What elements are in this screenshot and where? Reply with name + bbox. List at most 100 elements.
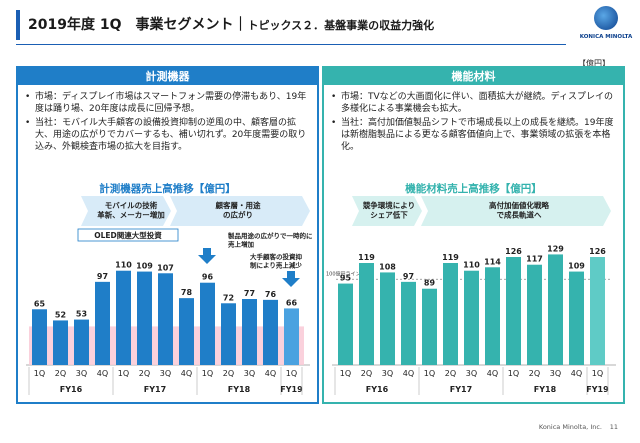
unit-label: 【億円】 <box>578 59 610 68</box>
tick-label: 4Q <box>181 369 192 378</box>
bar <box>485 267 500 365</box>
tick-label: 2Q <box>529 369 540 378</box>
bar <box>527 264 542 365</box>
bar <box>95 281 110 365</box>
tick-label: 1Q <box>202 369 213 378</box>
tick-label: 1Q <box>286 369 297 378</box>
data-label: 110 <box>115 261 132 270</box>
group-label: FY17 <box>450 385 472 394</box>
bar <box>548 254 563 365</box>
callout-text: 革新、メーカー増加 <box>97 210 165 220</box>
callout-text: 制により売上減少 <box>250 261 302 270</box>
bar <box>221 303 236 365</box>
callout-chevron <box>352 196 422 226</box>
bar <box>116 270 131 365</box>
bullet-company: 当社：モバイル大手顧客の設備投資抑制の逆風の中、顧客層の拡大、用途の広がりでカバ… <box>24 117 312 153</box>
bullet-company: 当社：高付加価値製品シフトで市場成長以上の成長を継続。19年度は新樹脂製品による… <box>330 117 618 153</box>
globe-logo-icon <box>594 6 618 30</box>
data-label: 89 <box>424 279 436 288</box>
bullet-list: 市場：TVなどの大画面化に伴い、面積拡大が継続。ディスプレイの多様化による事業機… <box>330 91 618 155</box>
bullet-list: 市場：ディスプレイ市場はスマートフォン需要の停滞もあり、19年度は踊り場、20年… <box>24 91 312 155</box>
callout-chevron <box>421 196 611 226</box>
bar <box>284 308 299 365</box>
group-label: FY19 <box>586 385 609 394</box>
page-title: 2019年度 1Q 事業セグメント｜トピックス２．基盤事業の収益力強化 <box>28 14 434 34</box>
tick-label: 3Q <box>550 369 561 378</box>
bar <box>338 283 353 365</box>
callout-text: OLED関連大型投資 <box>94 230 162 240</box>
panel-measuring-instruments: 計測機器 市場：ディスプレイ市場はスマートフォン需要の停滞もあり、19年度は踊り… <box>16 66 319 404</box>
data-label: 78 <box>181 288 193 297</box>
data-label: 114 <box>484 257 501 266</box>
chart-title: 計測機器売上高推移【億円】 <box>99 183 236 195</box>
data-label: 117 <box>526 255 543 264</box>
bar <box>137 271 152 365</box>
data-label: 109 <box>136 262 153 271</box>
down-arrow-icon <box>282 271 300 287</box>
callout-text: 大手顧客の投資抑 <box>250 252 303 261</box>
bar <box>401 281 416 365</box>
data-label: 66 <box>286 298 298 307</box>
bar <box>380 272 395 365</box>
tick-label: 1Q <box>424 369 435 378</box>
bar <box>443 263 458 365</box>
footer-company: Konica Minolta, Inc. <box>538 423 602 431</box>
group-label: FY17 <box>144 385 166 394</box>
bar <box>200 282 215 365</box>
callout-text: シェア低下 <box>370 210 408 220</box>
data-label: 52 <box>55 310 66 319</box>
page-number: 11 <box>609 423 618 431</box>
data-label: 65 <box>34 299 46 308</box>
data-label: 72 <box>223 293 234 302</box>
bar <box>74 319 89 365</box>
bar <box>506 257 521 365</box>
bar <box>242 299 257 365</box>
group-label: FY18 <box>534 385 557 394</box>
data-label: 109 <box>568 262 585 271</box>
data-label: 107 <box>157 263 174 272</box>
callout-text: の広がり <box>223 210 253 220</box>
data-label: 95 <box>340 274 352 283</box>
panel-heading: 機能材料 <box>324 68 623 85</box>
bar <box>464 270 479 365</box>
tick-label: 3Q <box>160 369 171 378</box>
callout-text: 高付加価値化戦略 <box>489 200 549 210</box>
data-label: 126 <box>505 247 522 256</box>
bar <box>590 257 605 365</box>
group-label: FY19 <box>280 385 303 394</box>
data-label: 53 <box>76 310 87 319</box>
group-label: FY16 <box>60 385 83 394</box>
tick-label: 1Q <box>508 369 519 378</box>
bar <box>422 288 437 365</box>
tick-label: 4Q <box>265 369 276 378</box>
bar <box>53 320 68 365</box>
callout-text: モバイルの技術 <box>105 200 158 210</box>
data-label: 129 <box>547 244 564 253</box>
callout-text: で成長軌道へ <box>497 210 542 220</box>
tick-label: 1Q <box>118 369 129 378</box>
tick-label: 1Q <box>592 369 603 378</box>
panel-functional-materials: 機能材料 市場：TVなどの大画面化に伴い、面積拡大が継続。ディスプレイの多様化に… <box>322 66 625 404</box>
tick-label: 3Q <box>76 369 87 378</box>
data-label: 126 <box>589 247 606 256</box>
bar <box>158 273 173 365</box>
data-label: 119 <box>358 253 375 262</box>
callout-chevron <box>170 196 310 226</box>
data-label: 97 <box>403 272 414 281</box>
data-label: 110 <box>463 261 480 270</box>
data-label: 96 <box>202 273 214 282</box>
data-label: 119 <box>442 253 459 262</box>
tick-label: 3Q <box>466 369 477 378</box>
tick-label: 4Q <box>97 369 108 378</box>
bullet-market: 市場：ディスプレイ市場はスマートフォン需要の停滞もあり、19年度は踊り場、20年… <box>24 91 312 115</box>
callout-text: 売上増加 <box>228 240 255 249</box>
tick-label: 2Q <box>139 369 150 378</box>
header-accent-bar <box>16 10 20 40</box>
sales-chart-measuring: 65 1Q 52 2Q 53 3Q 97 4Q 110 1Q 109 2Q 107 3Q 78 4Q 96 1Q 7… <box>26 196 313 395</box>
tick-label: 2Q <box>445 369 456 378</box>
chart-title: 機能材料売上高推移【億円】 <box>405 183 542 195</box>
tick-label: 1Q <box>34 369 45 378</box>
group-label: FY18 <box>228 385 251 394</box>
data-label: 108 <box>379 262 396 271</box>
panel-heading: 計測機器 <box>18 68 317 85</box>
